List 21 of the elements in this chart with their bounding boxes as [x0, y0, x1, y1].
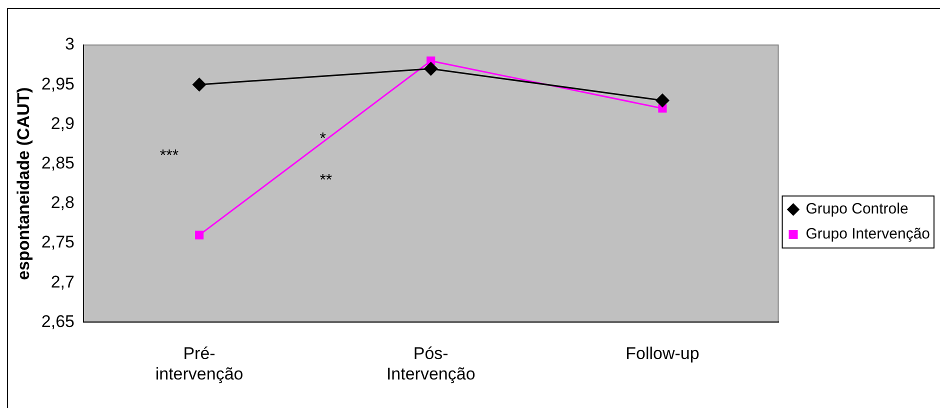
- y-tick-label: 3: [65, 34, 74, 54]
- y-tick-label: 2,75: [41, 232, 74, 252]
- point: [424, 62, 438, 76]
- x-tick-label: Pré- intervenção: [155, 344, 244, 384]
- point: [656, 94, 670, 108]
- annotation: ***: [160, 147, 179, 164]
- y-tick-label: 2,85: [41, 153, 74, 172]
- legend-label: Grupo Intervenção: [806, 226, 930, 243]
- y-tick-label: 2,9: [50, 114, 74, 133]
- y-axis-title: espontaneidade (CAUT): [14, 87, 33, 280]
- y-tick-label: 2,7: [50, 272, 74, 292]
- y-tick-label: 2,95: [41, 74, 74, 94]
- x-tick-label: Pós- Intervenção: [386, 344, 476, 384]
- x-tick-label: Follow-up: [626, 344, 700, 364]
- y-tick-label: 2,65: [41, 312, 74, 331]
- annotation: *: [320, 130, 326, 148]
- y-tick-label: 2,8: [50, 193, 74, 212]
- point: [194, 230, 204, 240]
- point: [192, 78, 206, 92]
- legend-label: Grupo Controle: [806, 200, 908, 218]
- annotation: **: [320, 172, 332, 190]
